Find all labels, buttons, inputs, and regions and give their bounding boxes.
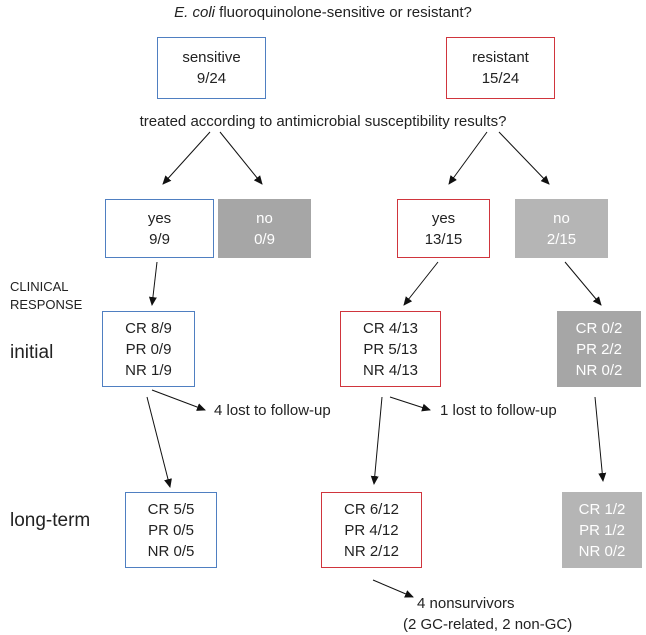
arrow-sens-lost <box>151 389 206 411</box>
nonsurvivors-count: 4 nonsurvivors <box>417 595 515 612</box>
initial-resno-cr: CR 0/2 <box>575 319 623 337</box>
res-yes-label: yes <box>431 209 456 227</box>
stage-long-term-label: long-term <box>10 510 91 531</box>
arrow-sens-to-no <box>219 131 263 185</box>
arrow-nonsurvivors <box>372 579 414 598</box>
initial-sens-cr: CR 8/9 <box>125 319 172 337</box>
initial-res-nr: NR 4/13 <box>362 361 419 379</box>
resistant-label: resistant <box>472 49 529 66</box>
arrow-res-yes-to-initial <box>403 261 439 306</box>
clinical-response-line1: CLINICAL <box>10 279 69 294</box>
box-resistant: resistant 15/24 <box>446 37 555 99</box>
sens-no-label: no <box>256 209 273 227</box>
sens-yes-count: 9/9 <box>149 230 170 248</box>
longterm-resno-nr: NR 0/2 <box>578 542 626 560</box>
box-sens-treated-no: no 0/9 <box>218 199 311 258</box>
treatment-question: treated according to antimicrobial susce… <box>139 113 507 130</box>
stage-initial-label: initial <box>10 342 54 363</box>
res-lost-to-follow-up: 1 lost to follow-up <box>440 402 557 419</box>
nonsurvivors-note: 4 nonsurvivors (2 GC-related, 2 non-GC) <box>403 593 572 635</box>
arrow-sens-yes-to-initial <box>148 261 158 306</box>
box-sens-treated-yes: yes 9/9 <box>105 199 214 258</box>
arrow-res-lost <box>389 396 431 412</box>
arrow-res-no-initial-to-long <box>594 396 607 482</box>
resistant-count: 15/24 <box>481 70 520 87</box>
sens-no-count: 0/9 <box>254 230 275 248</box>
longterm-res-nr: NR 2/12 <box>343 542 400 560</box>
arrow-res-initial-to-long <box>370 396 383 485</box>
box-longterm-resistant-untreated: CR 1/2 PR 1/2 NR 0/2 <box>562 492 642 568</box>
box-longterm-resistant-treated: CR 6/12 PR 4/12 NR 2/12 <box>321 492 422 568</box>
initial-sens-nr: NR 1/9 <box>125 361 172 379</box>
initial-res-pr: PR 5/13 <box>363 340 418 358</box>
longterm-resno-cr: CR 1/2 <box>578 500 626 518</box>
box-initial-resistant-untreated: CR 0/2 PR 2/2 NR 0/2 <box>557 311 641 387</box>
question-text: fluoroquinolone-sensitive or resistant? <box>215 4 472 21</box>
res-no-label: no <box>553 209 570 227</box>
initial-resno-pr: PR 2/2 <box>576 340 622 358</box>
sens-yes-label: yes <box>147 209 172 227</box>
res-no-count: 2/15 <box>546 230 577 248</box>
organism-name: E. coli <box>174 4 216 21</box>
sens-lost-to-follow-up: 4 lost to follow-up <box>214 402 331 419</box>
box-longterm-sensitive: CR 5/5 PR 0/5 NR 0/5 <box>125 492 217 568</box>
initial-res-cr: CR 4/13 <box>362 319 419 337</box>
arrow-sens-to-yes <box>162 131 211 185</box>
sensitive-count: 9/24 <box>196 70 227 87</box>
arrow-res-to-yes <box>448 131 488 185</box>
longterm-sens-nr: NR 0/5 <box>147 542 195 560</box>
box-sensitive: sensitive 9/24 <box>157 37 266 99</box>
box-res-treated-yes: yes 13/15 <box>397 199 490 258</box>
longterm-res-pr: PR 4/12 <box>344 521 399 539</box>
longterm-sens-pr: PR 0/5 <box>148 521 194 539</box>
arrow-res-no-to-initial <box>564 261 602 306</box>
initial-sens-pr: PR 0/9 <box>125 340 172 358</box>
diagram-question: E. coli fluoroquinolone-sensitive or res… <box>0 4 646 21</box>
box-initial-sensitive: CR 8/9 PR 0/9 NR 1/9 <box>102 311 195 387</box>
res-yes-count: 13/15 <box>424 230 463 248</box>
nonsurvivors-detail: (2 GC-related, 2 non-GC) <box>403 616 573 633</box>
initial-resno-nr: NR 0/2 <box>575 361 623 379</box>
longterm-resno-pr: PR 1/2 <box>579 521 625 539</box>
longterm-sens-cr: CR 5/5 <box>147 500 195 518</box>
clinical-response-label: CLINICAL RESPONSE <box>10 278 82 314</box>
sensitive-label: sensitive <box>182 49 241 66</box>
longterm-res-cr: CR 6/12 <box>343 500 400 518</box>
clinical-response-line2: RESPONSE <box>10 297 83 312</box>
arrow-sens-initial-to-long <box>146 396 172 488</box>
box-initial-resistant-treated: CR 4/13 PR 5/13 NR 4/13 <box>340 311 441 387</box>
box-res-treated-no: no 2/15 <box>515 199 608 258</box>
arrow-res-to-no <box>498 131 550 185</box>
